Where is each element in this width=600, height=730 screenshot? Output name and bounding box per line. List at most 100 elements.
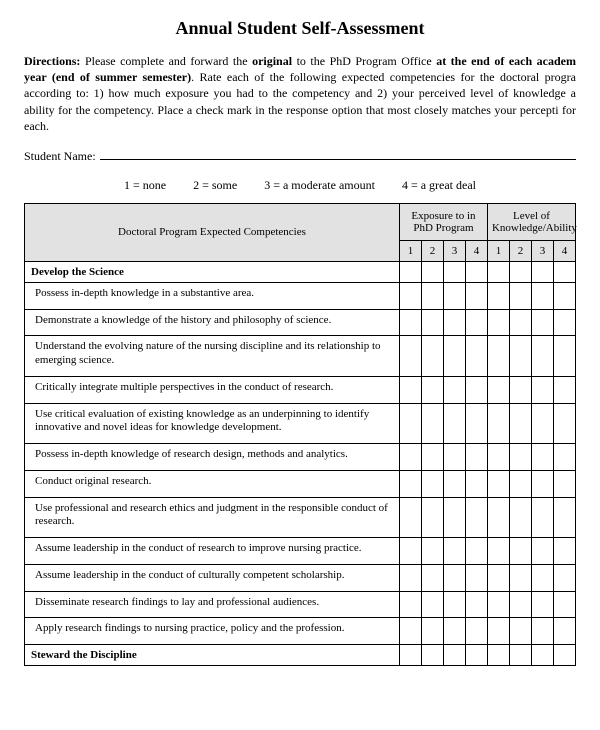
rating-cell[interactable] (465, 564, 487, 591)
rating-cell[interactable] (399, 282, 421, 309)
rating-cell[interactable] (443, 403, 465, 444)
rating-cell[interactable] (465, 444, 487, 471)
rating-cell[interactable] (399, 376, 421, 403)
rating-cell[interactable] (421, 336, 443, 377)
rating-cell[interactable] (487, 645, 509, 666)
rating-cell[interactable] (443, 618, 465, 645)
rating-cell[interactable] (421, 261, 443, 282)
rating-cell[interactable] (443, 470, 465, 497)
rating-cell[interactable] (421, 497, 443, 538)
rating-cell[interactable] (531, 336, 553, 377)
rating-cell[interactable] (421, 444, 443, 471)
rating-cell[interactable] (421, 645, 443, 666)
rating-cell[interactable] (421, 376, 443, 403)
rating-cell[interactable] (509, 564, 531, 591)
rating-cell[interactable] (465, 497, 487, 538)
rating-cell[interactable] (465, 261, 487, 282)
rating-cell[interactable] (531, 645, 553, 666)
rating-cell[interactable] (421, 309, 443, 336)
rating-cell[interactable] (509, 261, 531, 282)
rating-cell[interactable] (509, 444, 531, 471)
rating-cell[interactable] (443, 645, 465, 666)
rating-cell[interactable] (553, 564, 575, 591)
rating-cell[interactable] (553, 403, 575, 444)
rating-cell[interactable] (399, 444, 421, 471)
rating-cell[interactable] (465, 470, 487, 497)
rating-cell[interactable] (487, 564, 509, 591)
rating-cell[interactable] (465, 376, 487, 403)
rating-cell[interactable] (553, 261, 575, 282)
rating-cell[interactable] (465, 282, 487, 309)
rating-cell[interactable] (465, 645, 487, 666)
rating-cell[interactable] (487, 282, 509, 309)
rating-cell[interactable] (443, 261, 465, 282)
rating-cell[interactable] (443, 564, 465, 591)
rating-cell[interactable] (399, 403, 421, 444)
rating-cell[interactable] (443, 497, 465, 538)
rating-cell[interactable] (487, 618, 509, 645)
rating-cell[interactable] (553, 618, 575, 645)
rating-cell[interactable] (531, 261, 553, 282)
rating-cell[interactable] (399, 645, 421, 666)
rating-cell[interactable] (531, 403, 553, 444)
rating-cell[interactable] (487, 376, 509, 403)
rating-cell[interactable] (509, 403, 531, 444)
rating-cell[interactable] (509, 282, 531, 309)
rating-cell[interactable] (487, 538, 509, 565)
rating-cell[interactable] (553, 591, 575, 618)
rating-cell[interactable] (509, 336, 531, 377)
rating-cell[interactable] (421, 538, 443, 565)
rating-cell[interactable] (443, 282, 465, 309)
rating-cell[interactable] (531, 309, 553, 336)
rating-cell[interactable] (465, 618, 487, 645)
rating-cell[interactable] (399, 336, 421, 377)
rating-cell[interactable] (531, 591, 553, 618)
rating-cell[interactable] (531, 618, 553, 645)
rating-cell[interactable] (553, 538, 575, 565)
rating-cell[interactable] (487, 309, 509, 336)
rating-cell[interactable] (509, 309, 531, 336)
rating-cell[interactable] (531, 470, 553, 497)
rating-cell[interactable] (465, 309, 487, 336)
rating-cell[interactable] (465, 591, 487, 618)
rating-cell[interactable] (531, 497, 553, 538)
rating-cell[interactable] (487, 403, 509, 444)
rating-cell[interactable] (487, 444, 509, 471)
rating-cell[interactable] (531, 444, 553, 471)
rating-cell[interactable] (443, 444, 465, 471)
rating-cell[interactable] (553, 645, 575, 666)
rating-cell[interactable] (399, 470, 421, 497)
rating-cell[interactable] (509, 645, 531, 666)
rating-cell[interactable] (487, 261, 509, 282)
rating-cell[interactable] (553, 336, 575, 377)
rating-cell[interactable] (465, 336, 487, 377)
rating-cell[interactable] (421, 282, 443, 309)
rating-cell[interactable] (509, 376, 531, 403)
rating-cell[interactable] (487, 497, 509, 538)
rating-cell[interactable] (399, 261, 421, 282)
rating-cell[interactable] (399, 497, 421, 538)
rating-cell[interactable] (531, 282, 553, 309)
rating-cell[interactable] (553, 376, 575, 403)
rating-cell[interactable] (509, 470, 531, 497)
rating-cell[interactable] (465, 538, 487, 565)
rating-cell[interactable] (421, 618, 443, 645)
rating-cell[interactable] (487, 470, 509, 497)
rating-cell[interactable] (509, 497, 531, 538)
rating-cell[interactable] (487, 336, 509, 377)
rating-cell[interactable] (399, 564, 421, 591)
rating-cell[interactable] (443, 591, 465, 618)
rating-cell[interactable] (421, 403, 443, 444)
rating-cell[interactable] (553, 444, 575, 471)
rating-cell[interactable] (553, 497, 575, 538)
student-name-input[interactable] (100, 148, 576, 160)
rating-cell[interactable] (553, 470, 575, 497)
rating-cell[interactable] (443, 538, 465, 565)
rating-cell[interactable] (443, 376, 465, 403)
rating-cell[interactable] (399, 309, 421, 336)
rating-cell[interactable] (443, 309, 465, 336)
rating-cell[interactable] (421, 470, 443, 497)
rating-cell[interactable] (531, 564, 553, 591)
rating-cell[interactable] (553, 309, 575, 336)
rating-cell[interactable] (553, 282, 575, 309)
